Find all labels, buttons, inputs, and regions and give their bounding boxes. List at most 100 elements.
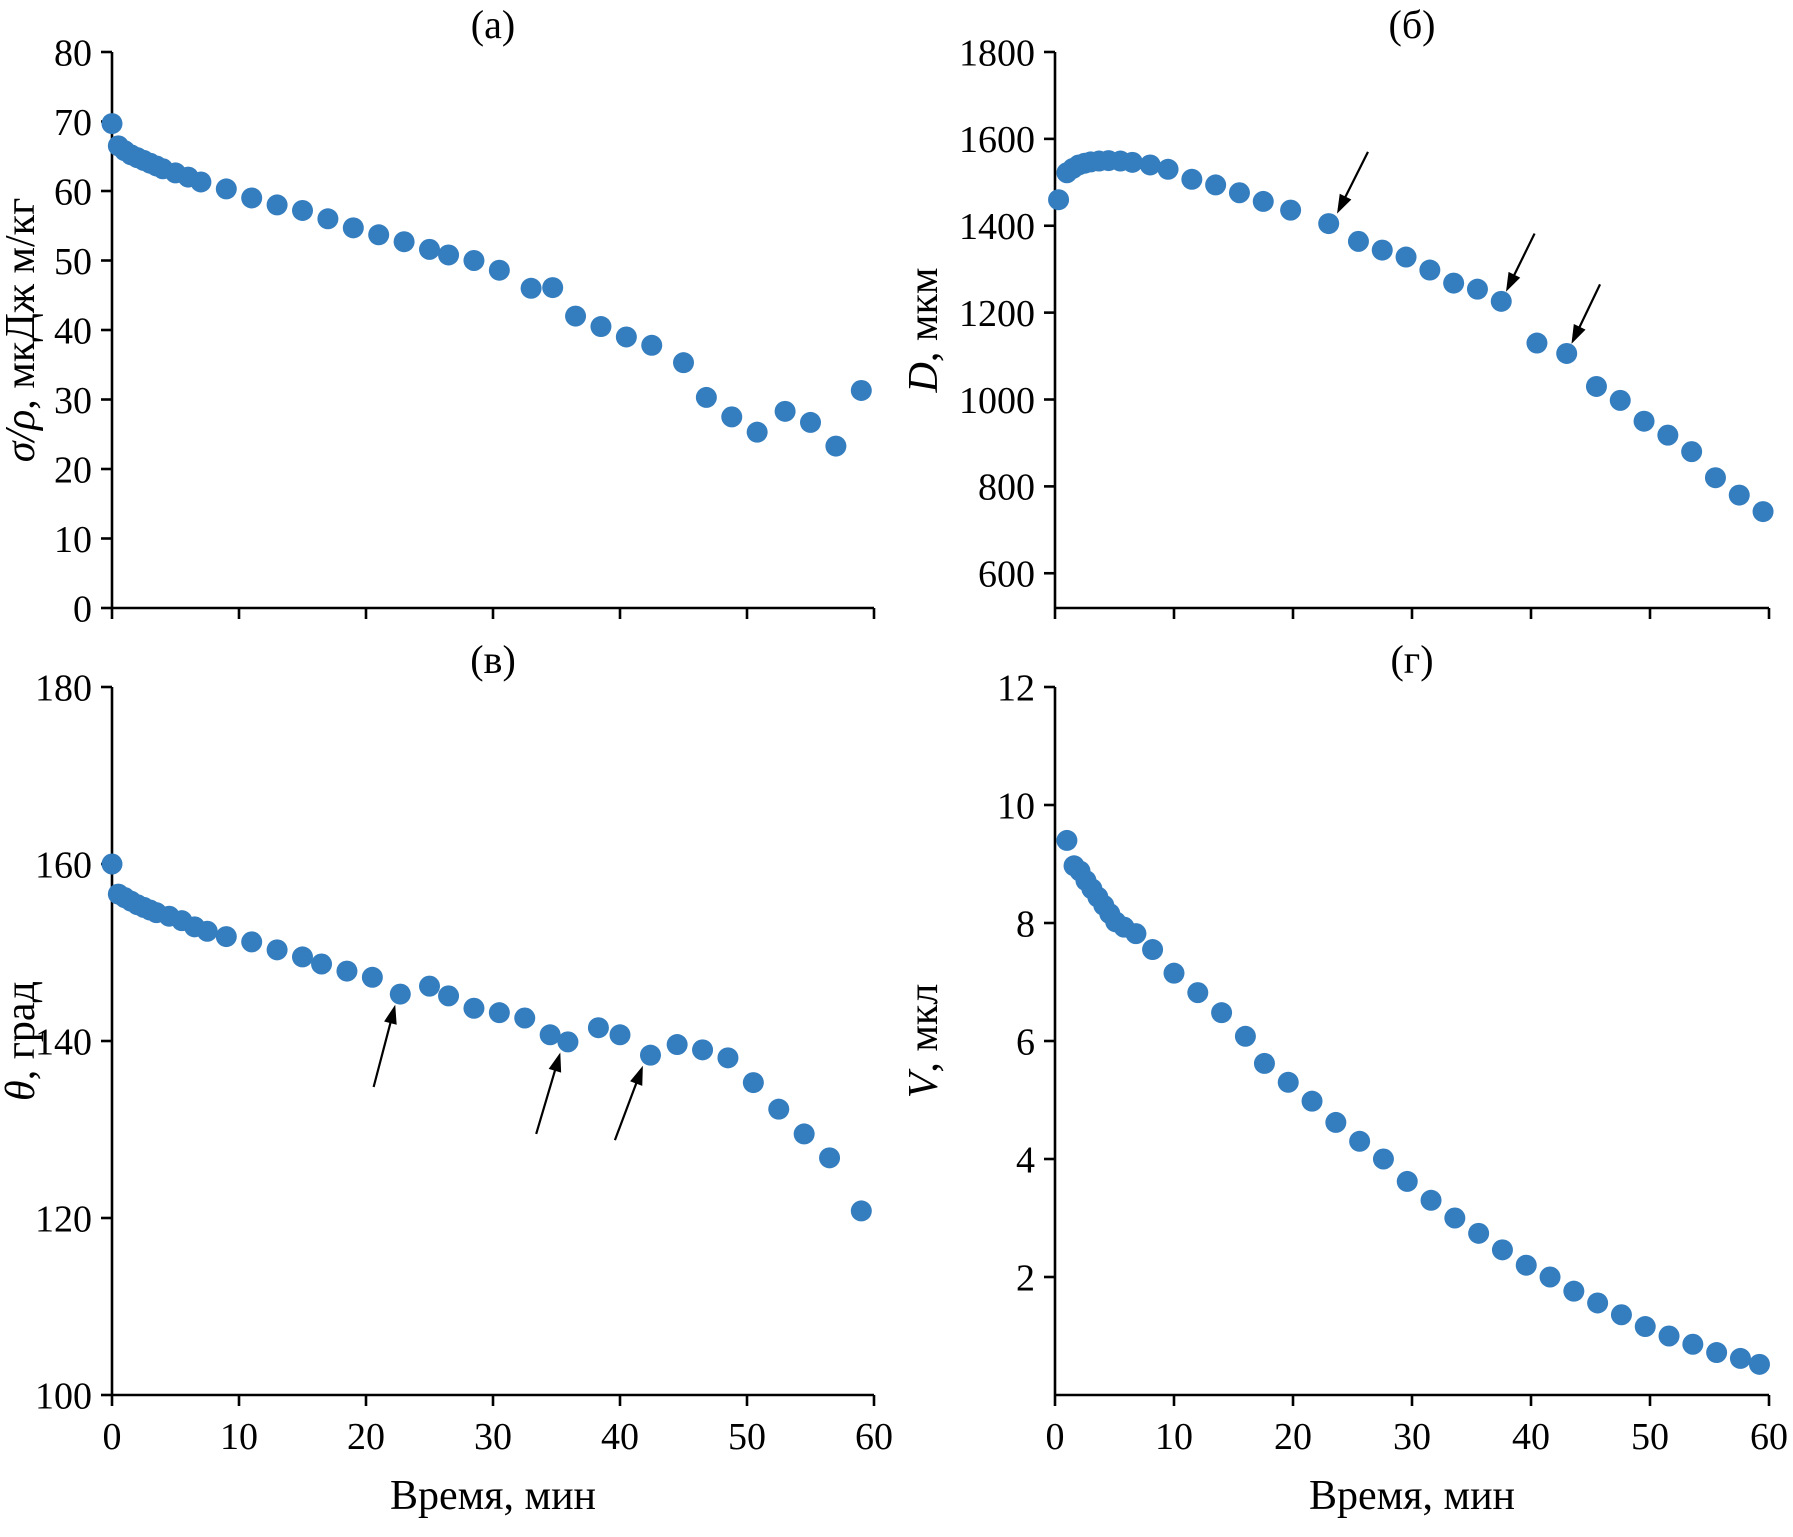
data-point (1706, 1342, 1728, 1364)
data-point (1318, 213, 1340, 235)
data-point (368, 224, 390, 246)
x-tick-label: 40 (601, 1416, 639, 1458)
data-point (1585, 375, 1607, 397)
y-tick-label: 20 (54, 449, 92, 491)
y-tick-label: 1400 (959, 206, 1035, 248)
y-tick-label: 1000 (959, 380, 1035, 422)
x-tick-label: 60 (1750, 1416, 1788, 1458)
data-point (361, 966, 383, 988)
x-tick-label: 50 (1631, 1416, 1669, 1458)
data-point (1634, 1316, 1656, 1338)
panel-title: (б) (1389, 2, 1436, 47)
data-point (1211, 1002, 1233, 1024)
x-axis-label: Время, мин (390, 1473, 596, 1519)
data-point (1252, 190, 1274, 212)
y-tick-label: 40 (54, 310, 92, 352)
data-point (311, 953, 333, 975)
data-point (1748, 1353, 1770, 1375)
x-tick-label: 20 (1274, 1416, 1312, 1458)
y-tick-label: 120 (35, 1198, 92, 1240)
y-tick-label: 0 (73, 588, 92, 630)
data-point (1526, 332, 1548, 354)
y-tick-label: 70 (54, 102, 92, 144)
annotation-arrow-line (372, 1015, 394, 1088)
annotation-arrowhead (548, 1052, 562, 1073)
data-point (1301, 1090, 1323, 1112)
chart-panel-b: 600 800 1000 1200 1400 1600 1800 (б) D, мкм (901, 2, 1774, 619)
data-point (1556, 342, 1578, 364)
data-point (587, 1017, 609, 1039)
x-tick-label: 10 (220, 1416, 258, 1458)
data-point (666, 1034, 688, 1056)
y-tick-label: 6 (1016, 1021, 1035, 1063)
data-point (317, 208, 339, 230)
data-point (609, 1024, 631, 1046)
data-point (1277, 1071, 1299, 1093)
panel-title: (г) (1390, 641, 1433, 682)
annotation-arrowhead (630, 1065, 643, 1086)
data-point (721, 406, 743, 428)
data-point (692, 1039, 714, 1061)
data-point (1347, 230, 1369, 252)
data-point (190, 171, 212, 193)
data-point (1395, 246, 1417, 268)
data-point (1181, 168, 1203, 190)
data-point (1682, 1333, 1704, 1355)
data-point (292, 946, 313, 968)
annotation-arrow-line (1510, 233, 1536, 283)
x-tick-label: 20 (347, 1416, 385, 1458)
y-tick-label: 1200 (959, 293, 1035, 335)
y-tick-label: 80 (54, 32, 92, 74)
y-axis-label: V, мкл (901, 984, 947, 1099)
data-point (1563, 1280, 1585, 1302)
data-point (1419, 259, 1441, 281)
data-point (292, 199, 313, 221)
y-tick-label: 1800 (959, 32, 1035, 74)
y-tick-label: 600 (978, 554, 1035, 596)
data-point (1468, 1222, 1490, 1244)
data-point (101, 113, 123, 135)
data-point (695, 386, 717, 408)
data-point (438, 244, 460, 266)
y-tick-label: 50 (54, 241, 92, 283)
chart-panel-d: 2 4 6 8 10 12 0 10 20 30 40 50 60 (г) V, мкл Время, мин (901, 641, 1788, 1519)
data-point (717, 1047, 739, 1069)
annotation-arrow-line (613, 1076, 640, 1141)
data-point (438, 985, 460, 1007)
y-tick-label: 2 (1016, 1257, 1035, 1299)
annotation-arrow-line (1575, 283, 1602, 335)
chart-panel-a: 0 10 20 30 40 50 60 70 80 (а) σ/ρ, мкДж м/кг (0, 2, 876, 630)
data-point (1205, 174, 1227, 196)
x-tick-label: 0 (103, 1416, 122, 1458)
annotation-arrowhead (1571, 323, 1586, 344)
x-tick-label: 30 (1393, 1416, 1431, 1458)
y-axis-label: D, мкм (901, 268, 947, 394)
data-point (673, 352, 694, 374)
data-point (1752, 501, 1774, 523)
data-point (1443, 272, 1465, 294)
y-tick-label: 12 (997, 667, 1035, 709)
y-tick-label: 180 (35, 667, 92, 709)
data-point (241, 931, 263, 953)
x-tick-label: 10 (1155, 1416, 1193, 1458)
data-point (1121, 151, 1143, 173)
data-point (1371, 239, 1393, 261)
data-point (1704, 467, 1726, 489)
data-point (1491, 1239, 1513, 1261)
data-point (1228, 182, 1250, 204)
data-point (419, 975, 440, 997)
data-point (1728, 484, 1750, 506)
data-point (266, 194, 288, 216)
data-point (800, 411, 821, 433)
data-point (1253, 1052, 1275, 1074)
data-point (539, 1024, 561, 1046)
data-point (639, 1044, 661, 1066)
data-point (1125, 923, 1147, 945)
data-point (1657, 424, 1679, 446)
data-point (488, 259, 510, 281)
data-point (215, 178, 237, 200)
data-point (793, 1123, 815, 1145)
data-point (514, 1007, 536, 1029)
data-point (1157, 158, 1179, 180)
data-point (419, 238, 440, 260)
